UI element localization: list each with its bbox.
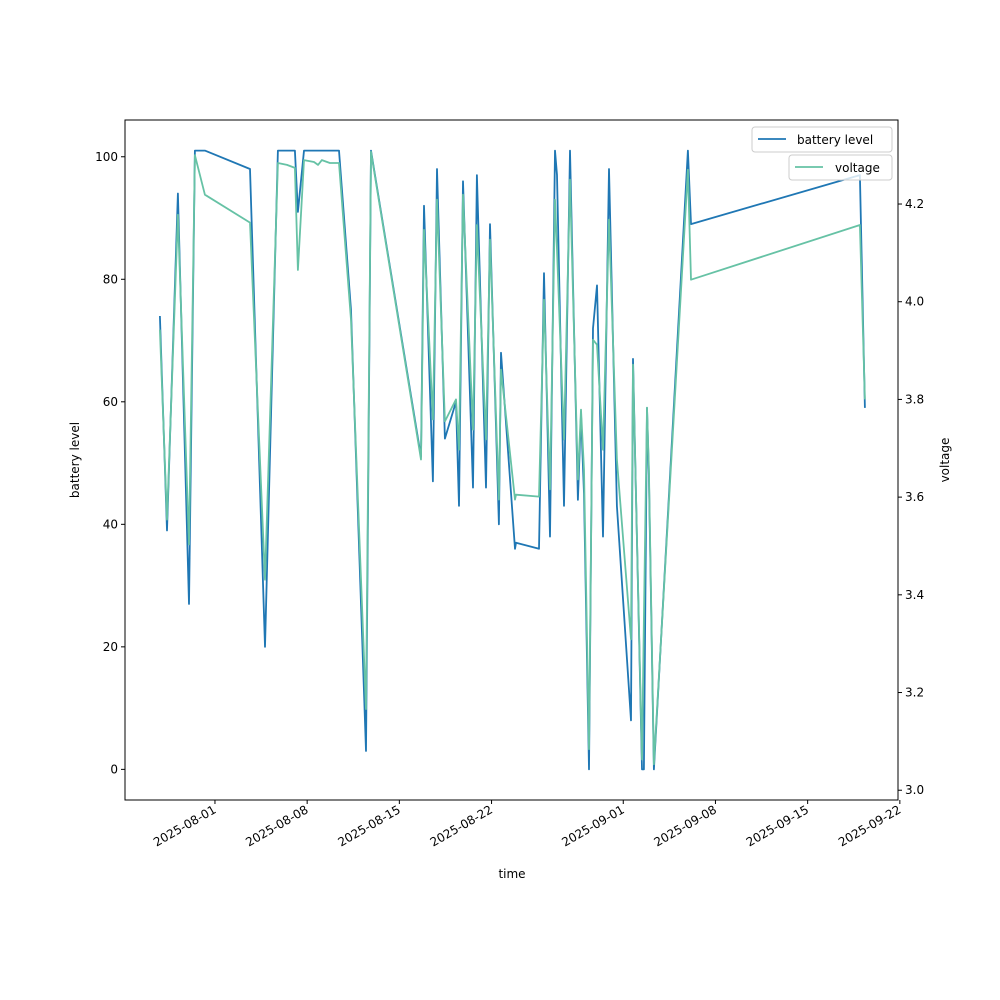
x-axis-label: time [498,867,525,881]
y2-tick-label: 3.6 [905,490,924,504]
series-line-voltage [159,150,866,766]
y2-tick-label: 3.8 [905,392,924,406]
y2-tick-label: 4.2 [905,197,924,211]
y-tick-label: 20 [103,640,118,654]
legend-battery: battery level [751,126,893,153]
y-tick-label: 40 [103,517,118,531]
y-tick-label: 80 [103,272,118,286]
y-tick-label: 100 [95,150,118,164]
y2-axis-ticks: 3.0 3.2 3.4 3.6 3.8 4.0 4.2 [898,197,924,797]
y-axis-label: battery level [68,422,82,498]
series-lines [159,149,866,771]
y-axis-ticks: 0 20 40 60 80 100 [95,150,125,776]
plot-frame [124,119,899,801]
legend-voltage: voltage [788,154,893,181]
y2-tick-label: 3.0 [905,783,924,797]
y2-tick-label: 4.0 [905,295,924,309]
y2-tick-label: 3.2 [905,686,924,700]
y-tick-label: 0 [110,762,118,776]
y2-axis-label: voltage [938,438,952,483]
legend-battery-label: battery level [797,133,873,147]
legend-voltage-label: voltage [835,161,880,175]
y2-tick-label: 3.4 [905,588,924,602]
y-tick-label: 60 [103,395,118,409]
